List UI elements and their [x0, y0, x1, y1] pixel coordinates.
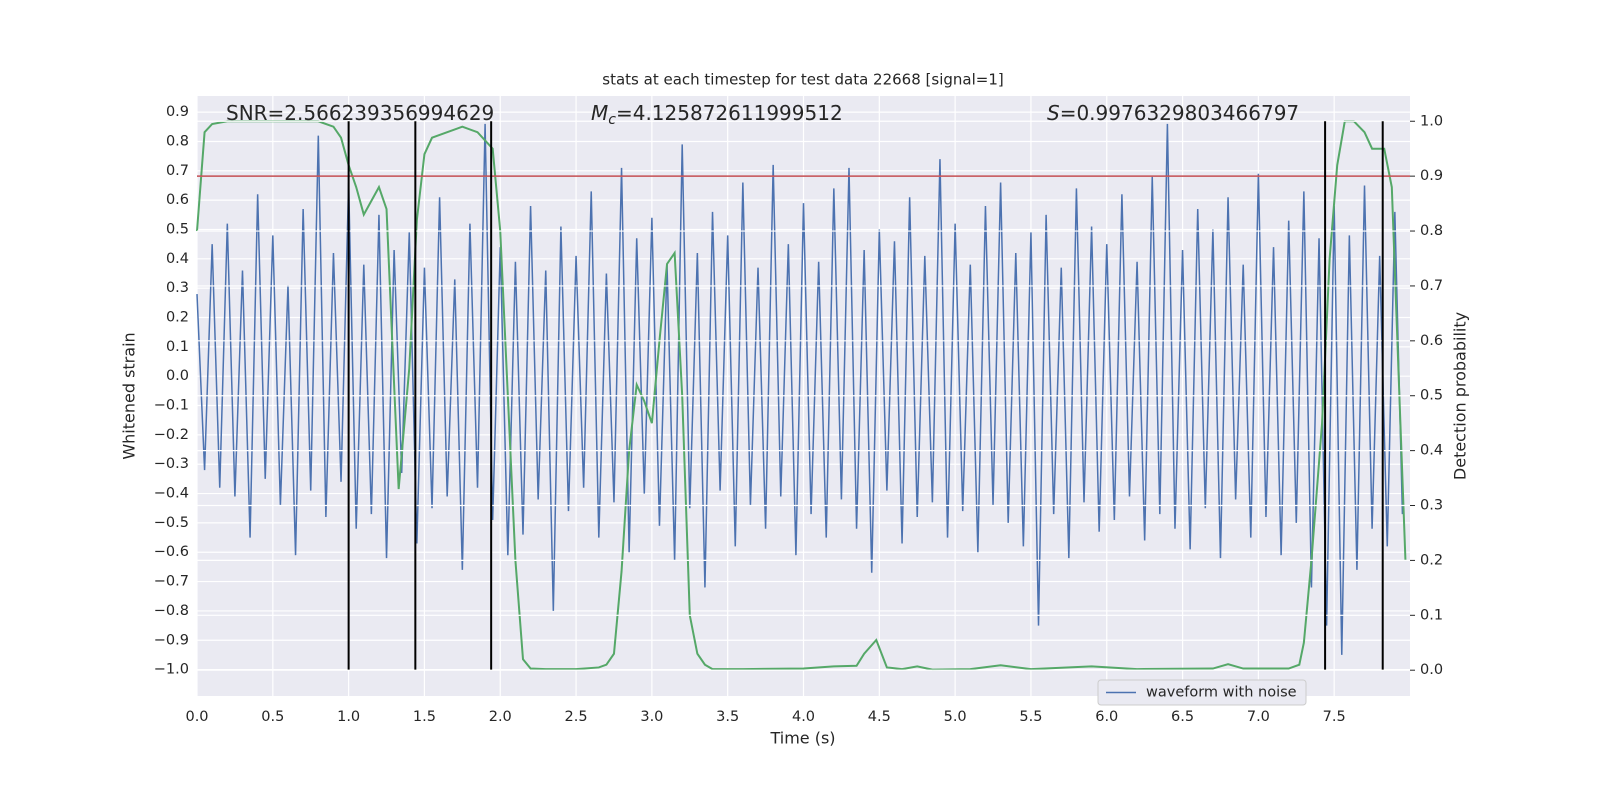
- annotation-part: S: [1047, 101, 1060, 125]
- annotation-part: =0.9976329803466797: [1060, 101, 1299, 125]
- y2-tick-label: 0.6: [1420, 333, 1443, 349]
- legend-box: [1097, 679, 1307, 706]
- y-tick-label: 0.6: [166, 192, 189, 208]
- x-tick-label: 3.0: [640, 709, 663, 725]
- y-tick-label: −0.1: [154, 398, 189, 414]
- chart-title: stats at each timestep for test data 226…: [602, 71, 1003, 89]
- y-tick-label: 0.3: [166, 280, 189, 296]
- y-tick-label: 0.4: [166, 251, 189, 267]
- y-tick-label: −0.5: [154, 515, 189, 531]
- legend-label: waveform with noise: [1146, 685, 1297, 701]
- x-tick-label: 2.0: [489, 709, 512, 725]
- x-tick-label: 6.5: [1171, 709, 1194, 725]
- y-tick-label: −0.3: [154, 456, 189, 472]
- annotation-part: SNR=2.566239356994629: [226, 101, 494, 125]
- y-tick-label: 0.1: [166, 339, 189, 355]
- y-tick-label: 0.8: [166, 133, 189, 149]
- y-tick-label: 0.7: [166, 163, 189, 179]
- x-tick-label: 1.5: [413, 709, 436, 725]
- y-tick-label: −0.4: [154, 486, 189, 502]
- x-tick-label: 6.0: [1095, 709, 1118, 725]
- y2-tick-label: 0.2: [1420, 552, 1443, 568]
- y-tick-label: −0.2: [154, 427, 189, 443]
- y2-tick-label: 0.1: [1420, 607, 1443, 623]
- x-tick-label: 0.0: [185, 709, 208, 725]
- y2-tick-label: 0.0: [1420, 662, 1443, 678]
- annotation-part: =4.125872611999512: [616, 101, 843, 125]
- x-tick-label: 7.0: [1247, 709, 1270, 725]
- y-tick-label: 0.9: [166, 104, 189, 120]
- annotation: S=0.9976329803466797: [1047, 101, 1299, 125]
- x-tick-label: 2.5: [565, 709, 588, 725]
- y2-tick-label: 0.3: [1420, 498, 1443, 514]
- annotation-part: c: [608, 112, 616, 128]
- x-tick-label: 1.0: [337, 709, 360, 725]
- annotation: SNR=2.566239356994629: [226, 101, 494, 125]
- x-tick-label: 3.5: [716, 709, 739, 725]
- x-axis-label: Time (s): [769, 729, 835, 748]
- x-tick-label: 4.0: [792, 709, 815, 725]
- y-tick-label: −0.9: [154, 632, 189, 648]
- y-tick-label: 0.5: [166, 221, 189, 237]
- x-tick-label: 7.5: [1323, 709, 1346, 725]
- y-tick-label: −0.8: [154, 603, 189, 619]
- y2-tick-label: 0.8: [1420, 223, 1443, 239]
- series-line: [196, 123, 1404, 655]
- y-tick-label: −1.0: [154, 662, 189, 678]
- annotation-part: M: [591, 101, 608, 125]
- annotation: Mc=4.125872611999512: [591, 101, 843, 129]
- x-tick-label: 5.0: [944, 709, 967, 725]
- x-tick-label: 4.5: [868, 709, 891, 725]
- x-tick-label: 0.5: [261, 709, 284, 725]
- series-line: [196, 120, 1407, 671]
- y-tick-label: 0.0: [166, 368, 189, 384]
- y2-tick-label: 0.7: [1420, 278, 1443, 294]
- x-tick-label: 5.5: [1019, 709, 1042, 725]
- y2-tick-label: 0.5: [1420, 388, 1443, 404]
- y-tick-label: −0.7: [154, 574, 189, 590]
- y2-tick-label: 1.0: [1420, 113, 1443, 129]
- y2-tick-label: 0.9: [1420, 168, 1443, 184]
- y-axis-label: Whitened strain: [120, 332, 139, 459]
- y2-tick-label: 0.4: [1420, 443, 1443, 459]
- y-tick-label: 0.2: [166, 310, 189, 326]
- y-tick-label: −0.6: [154, 544, 189, 560]
- y2-axis-label: Detection probability: [1451, 312, 1470, 480]
